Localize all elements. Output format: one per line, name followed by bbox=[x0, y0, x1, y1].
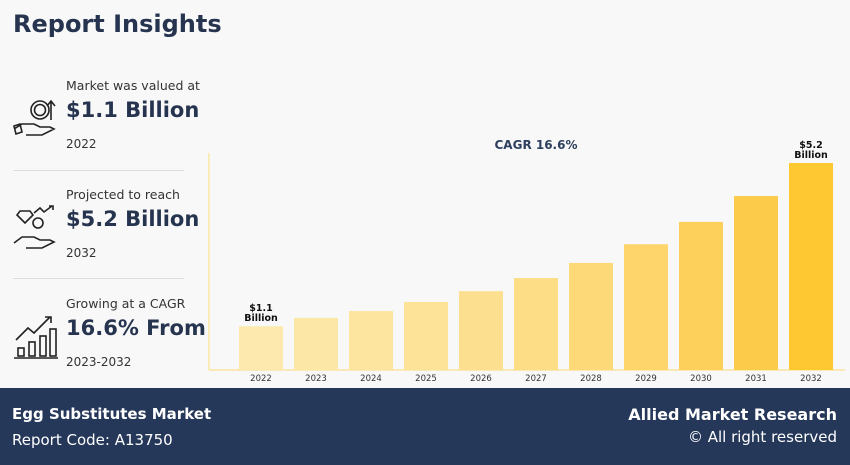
x-tick-label: 2027 bbox=[525, 374, 547, 384]
bar-2024 bbox=[349, 311, 393, 370]
x-tick-label: 2029 bbox=[635, 374, 657, 384]
bar-2032 bbox=[789, 163, 833, 370]
divider bbox=[13, 170, 184, 171]
bar-2028 bbox=[569, 262, 613, 370]
x-tick-label: 2028 bbox=[580, 374, 602, 384]
x-tick-label: 2026 bbox=[470, 374, 492, 384]
x-tick-label: 2032 bbox=[800, 374, 822, 384]
growth-chart-icon bbox=[14, 316, 58, 359]
bar-2025 bbox=[404, 301, 448, 370]
data-label: $5.2 bbox=[799, 140, 822, 151]
bar-2026 bbox=[459, 291, 503, 370]
bar-2031 bbox=[734, 196, 778, 370]
chart-title: CAGR 16.6% bbox=[495, 138, 578, 152]
x-tick-label: 2025 bbox=[415, 374, 437, 384]
market-name: Egg Substitutes Market bbox=[12, 405, 212, 423]
data-label: Billion bbox=[794, 150, 828, 161]
page-title: Report Insights bbox=[13, 10, 222, 38]
stat-market-value: Market was valued at $1.1 Billion 2022 bbox=[12, 78, 212, 178]
stat-projected-value: Projected to reach $5.2 Billion 2032 bbox=[12, 187, 212, 287]
bar-2030 bbox=[679, 221, 723, 370]
x-tick-label: 2030 bbox=[690, 374, 712, 384]
x-tick-label: 2023 bbox=[305, 374, 327, 384]
copyright: © All right reserved bbox=[687, 428, 837, 446]
diamond-hand-icon bbox=[13, 205, 56, 249]
bar-2022 bbox=[239, 326, 283, 370]
divider bbox=[13, 278, 184, 279]
report-code: Report Code: A13750 bbox=[12, 431, 173, 449]
x-tick-label: 2031 bbox=[745, 374, 767, 384]
x-tick-label: 2022 bbox=[250, 374, 272, 384]
bar-2029 bbox=[624, 244, 668, 370]
footer: Egg Substitutes Market Report Code: A137… bbox=[0, 388, 850, 465]
bar-2027 bbox=[514, 278, 558, 370]
brand-name: Allied Market Research bbox=[628, 405, 837, 424]
money-hand-icon bbox=[13, 99, 56, 136]
data-label: Billion bbox=[244, 313, 278, 324]
stat-cagr: Growing at a CAGR 16.6% From 2023-2032 bbox=[12, 296, 212, 396]
bar-2023 bbox=[294, 317, 338, 370]
data-label: $1.1 bbox=[249, 303, 272, 314]
x-tick-label: 2024 bbox=[360, 374, 382, 384]
